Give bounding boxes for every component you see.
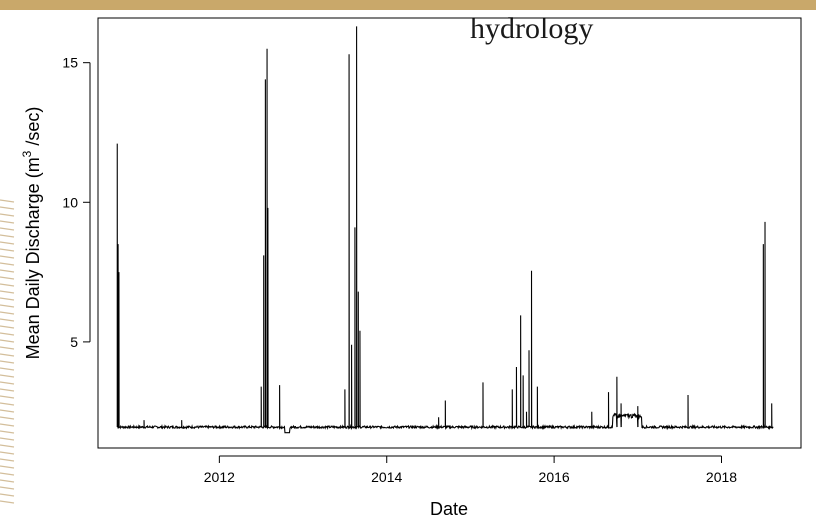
- y-axis: 5 10 15: [62, 55, 91, 350]
- decor-stripe: [0, 402, 15, 406]
- decor-stripe: [0, 262, 15, 266]
- decor-stripe: [0, 416, 15, 420]
- left-decorative-stripes: [0, 199, 15, 504]
- decor-stripe: [0, 276, 15, 280]
- decor-stripe: [0, 486, 15, 490]
- decor-stripe: [0, 353, 15, 357]
- decor-stripe: [0, 311, 15, 315]
- y-axis-title-prefix: Mean Daily Discharge (m: [23, 157, 43, 359]
- y-axis-title: Mean Daily Discharge (m3 /sec): [20, 107, 43, 360]
- discharge-series-line: [116, 26, 774, 434]
- decor-stripe: [0, 472, 15, 476]
- decor-stripe: [0, 234, 15, 238]
- decor-stripe: [0, 339, 15, 343]
- x-tick-label: 2014: [371, 469, 402, 485]
- decor-stripe: [0, 430, 15, 434]
- x-tick-label: 2016: [539, 469, 570, 485]
- decor-stripe: [0, 269, 15, 273]
- decor-stripe: [0, 451, 15, 455]
- decor-stripe: [0, 500, 15, 504]
- decor-stripe: [0, 206, 15, 210]
- y-tick-label: 5: [70, 334, 78, 350]
- decor-stripe: [0, 283, 15, 287]
- decor-stripe: [0, 325, 15, 329]
- y-tick-label: 10: [62, 194, 78, 210]
- decor-stripe: [0, 213, 15, 217]
- x-axis: 2012 2014 2016 2018: [204, 455, 737, 485]
- decor-stripe: [0, 388, 15, 392]
- y-axis-title-suffix: /sec): [23, 107, 43, 151]
- decor-stripe: [0, 465, 15, 469]
- decor-stripe: [0, 297, 15, 301]
- decor-stripe: [0, 493, 15, 497]
- decor-stripe: [0, 458, 15, 462]
- slide-title-fragment: hydrology: [470, 12, 593, 45]
- decor-stripe: [0, 248, 15, 252]
- decor-stripe: [0, 241, 15, 245]
- x-tick-label: 2012: [204, 469, 235, 485]
- y-axis-title-superscript: 3: [20, 150, 34, 157]
- decor-stripe: [0, 199, 15, 203]
- decor-stripe: [0, 227, 15, 231]
- title-banner: [0, 0, 816, 10]
- decor-stripe: [0, 332, 15, 336]
- y-tick-label: 15: [62, 55, 78, 71]
- decor-stripe: [0, 346, 15, 350]
- decor-stripe: [0, 444, 15, 448]
- decor-stripe: [0, 479, 15, 483]
- decor-stripe: [0, 360, 15, 364]
- decor-stripe: [0, 437, 15, 441]
- decor-stripe: [0, 367, 15, 371]
- plot-box: [97, 17, 802, 449]
- decor-stripe: [0, 318, 15, 322]
- decor-stripe: [0, 374, 15, 378]
- decor-stripe: [0, 304, 15, 308]
- decor-stripe: [0, 290, 15, 294]
- decor-stripe: [0, 220, 15, 224]
- decor-stripe: [0, 255, 15, 259]
- decor-stripe: [0, 395, 15, 399]
- x-axis-title: Date: [430, 499, 468, 519]
- x-tick-label: 2018: [706, 469, 737, 485]
- decor-stripe: [0, 381, 15, 385]
- decor-stripe: [0, 409, 15, 413]
- decor-stripe: [0, 423, 15, 427]
